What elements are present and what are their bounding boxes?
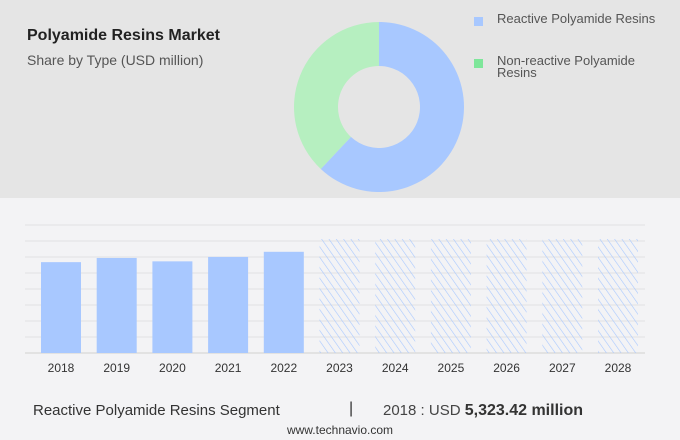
bar-2018: [41, 262, 81, 353]
chart-title: Polyamide Resins Market: [27, 27, 220, 44]
footer-value: 2018 : USD 5,323.42 million: [383, 402, 583, 420]
forecast-bar-2027: [542, 239, 583, 353]
x-tick-label: 2018: [48, 361, 75, 375]
bar-2021: [208, 256, 249, 353]
x-tick-label: 2022: [270, 361, 297, 375]
forecast-bar-2025: [430, 239, 471, 353]
footer-value-prefix: 2018 : USD: [383, 402, 461, 419]
x-tick-label: 2023: [326, 361, 353, 375]
x-tick-label: 2019: [103, 361, 130, 375]
forecast-bar-2024: [375, 239, 416, 353]
forecast-bar-2023: [319, 239, 360, 353]
bar-2020: [152, 261, 193, 353]
donut-chart: [294, 22, 465, 192]
bar-2022: [263, 251, 304, 353]
x-tick-label: 2025: [438, 361, 465, 375]
donut-slice: [294, 22, 379, 169]
x-tick-label: 2028: [605, 361, 632, 375]
legend-swatch: [474, 17, 483, 26]
bar-2019: [96, 257, 137, 353]
x-tick-label: 2024: [382, 361, 409, 375]
x-tick-label: 2026: [493, 361, 520, 375]
donut-slice: [320, 22, 465, 192]
footer-segment: Reactive Polyamide Resins Segment: [33, 402, 280, 419]
legend-item-reactive: Reactive Polyamide Resins: [474, 11, 677, 26]
x-tick-label: 2020: [159, 361, 186, 375]
legend-item-non-reactive: Non-reactive Polyamide Resins: [474, 53, 677, 80]
x-tick-label: 2021: [215, 361, 242, 375]
website-link[interactable]: www.technavio.com: [286, 423, 394, 437]
forecast-bar-2028: [598, 239, 638, 353]
footer-separator: |: [349, 400, 354, 417]
legend-label: Non-reactive Polyamide Resins: [497, 53, 636, 80]
chart-subtitle: Share by Type (USD million): [27, 52, 204, 68]
bar-chart: 2018 2019 2020 2021 2022 2023 2024 2025 2026 2027…: [25, 224, 645, 375]
footer-value-amount: 5,323.42 million: [464, 402, 583, 419]
x-tick-label: 2027: [549, 361, 576, 375]
forecast-bar-2026: [486, 239, 527, 353]
legend-label: Reactive Polyamide Resins: [497, 11, 656, 26]
legend-swatch: [474, 59, 483, 68]
